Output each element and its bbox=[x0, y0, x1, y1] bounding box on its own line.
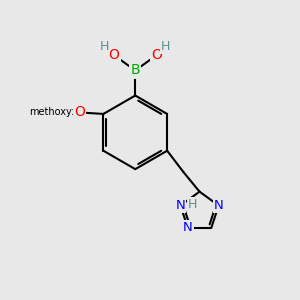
Text: methoxy: methoxy bbox=[34, 107, 80, 118]
Text: N: N bbox=[176, 199, 185, 212]
Text: H: H bbox=[100, 40, 109, 53]
Text: B: B bbox=[130, 64, 140, 77]
Text: O: O bbox=[74, 106, 85, 119]
Text: N: N bbox=[183, 221, 193, 234]
Text: O: O bbox=[74, 106, 85, 119]
Text: H: H bbox=[161, 40, 171, 53]
Text: O: O bbox=[151, 48, 162, 62]
Text: methoxy: methoxy bbox=[29, 107, 72, 118]
Text: H: H bbox=[188, 197, 198, 211]
Text: N: N bbox=[214, 199, 224, 212]
Text: O: O bbox=[109, 48, 119, 62]
